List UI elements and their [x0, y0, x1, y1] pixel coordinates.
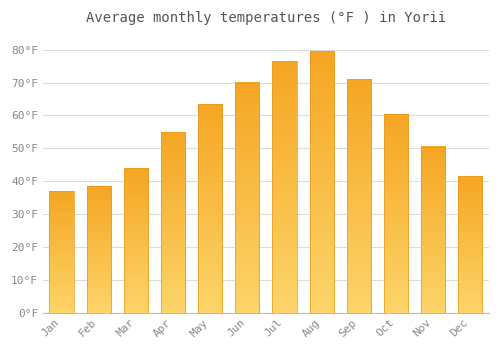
Bar [421, 147, 445, 313]
Bar [272, 61, 296, 313]
Bar [124, 168, 148, 313]
Bar [161, 132, 185, 313]
Bar [198, 104, 222, 313]
Bar [310, 51, 334, 313]
Bar [458, 176, 482, 313]
Bar [50, 191, 74, 313]
Title: Average monthly temperatures (°F ) in Yorii: Average monthly temperatures (°F ) in Yo… [86, 11, 446, 25]
Bar [347, 79, 371, 313]
Bar [236, 83, 260, 313]
Bar [86, 186, 111, 313]
Bar [384, 114, 408, 313]
